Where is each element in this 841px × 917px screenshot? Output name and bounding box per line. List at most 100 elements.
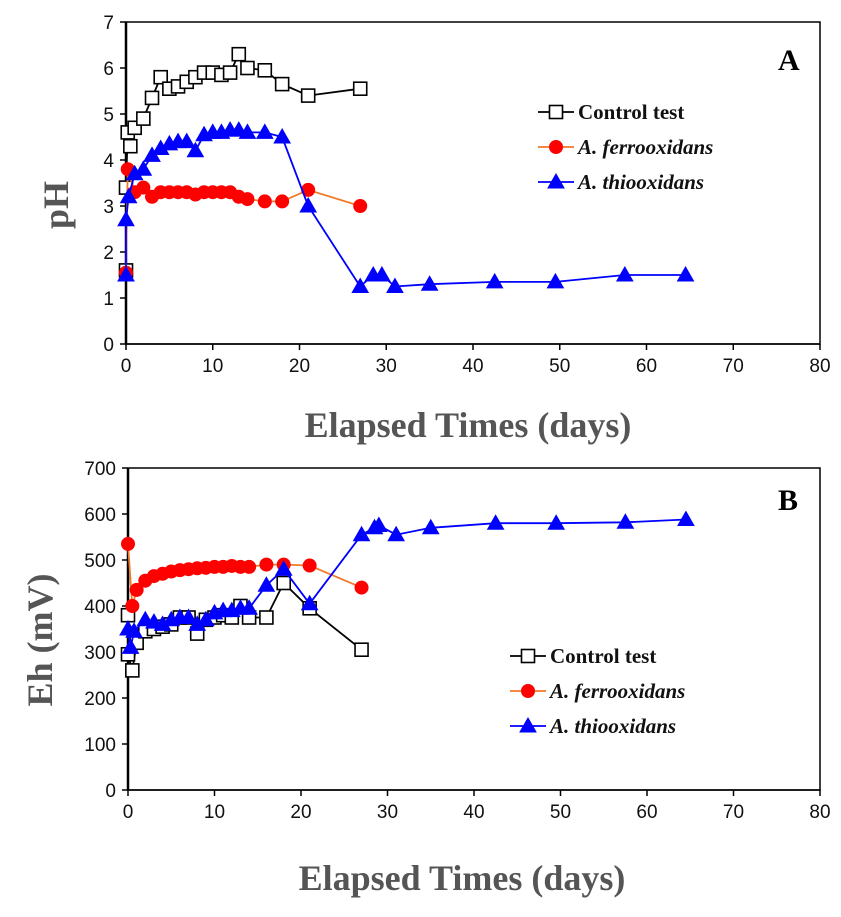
data-point	[144, 90, 160, 106]
series-line	[125, 52, 361, 271]
x-tick-label: 80	[809, 356, 830, 377]
legend-label: A. ferrooxidans	[548, 679, 685, 703]
data-point	[125, 622, 143, 638]
panel-b-legend: Control test A. ferrooxidans A. thiooxidan…	[510, 644, 685, 738]
panel-a-y-ticks: 0 1 2 3 4 5 6 7	[103, 13, 126, 356]
data-point	[153, 69, 168, 85]
series-0	[118, 46, 368, 278]
data-point	[386, 277, 404, 293]
data-point	[299, 196, 318, 213]
data-point	[121, 638, 140, 654]
panel-b-x-axis-title: Elapsed Times (days)	[299, 858, 626, 898]
data-point	[242, 559, 257, 574]
data-point	[546, 272, 565, 289]
series-2	[117, 121, 695, 293]
series-2	[119, 510, 695, 654]
data-point	[123, 138, 138, 154]
x-tick-label: 30	[376, 356, 397, 377]
data-point	[125, 599, 140, 613]
data-point	[259, 610, 274, 625]
y-tick-label: 1	[103, 289, 114, 310]
data-point	[353, 199, 368, 213]
data-point	[677, 510, 695, 527]
x-tick-label: 50	[549, 356, 570, 377]
legend-marker	[549, 140, 563, 154]
x-tick-label: 20	[289, 356, 310, 377]
panel-b-label: B	[778, 484, 798, 517]
data-point	[616, 513, 635, 529]
data-point	[485, 272, 504, 289]
series-1	[119, 162, 368, 280]
series-line	[127, 518, 686, 648]
data-point	[136, 111, 151, 126]
y-tick-label: 600	[84, 505, 116, 526]
x-tick-label: 20	[290, 802, 311, 823]
data-point	[302, 558, 317, 573]
x-tick-label: 70	[723, 356, 744, 377]
x-tick-label: 50	[550, 802, 571, 823]
legend-label: Control test	[550, 644, 656, 668]
data-point	[134, 160, 153, 176]
data-point	[179, 608, 198, 624]
legend-label: Control test	[578, 100, 684, 124]
data-point	[222, 65, 238, 80]
panel-a-legend: Control test A. ferrooxidans A. thiooxidan…	[538, 100, 713, 194]
panel-b-series	[119, 510, 695, 678]
x-tick-label: 0	[121, 356, 132, 377]
data-point	[240, 60, 255, 76]
data-point	[615, 265, 634, 282]
y-tick-label: 700	[84, 459, 116, 480]
data-point	[354, 580, 369, 595]
data-point	[136, 180, 151, 195]
data-point	[231, 46, 247, 62]
series-line	[125, 168, 361, 273]
y-tick-label: 0	[105, 781, 116, 802]
data-point	[257, 576, 276, 592]
x-tick-label: 60	[636, 356, 657, 377]
x-tick-label: 0	[123, 802, 134, 823]
panel-b-x-ticks: 0 10 20 30 40 50 60 70 80	[123, 790, 831, 823]
data-point	[177, 132, 196, 149]
y-tick-label: 7	[103, 13, 114, 34]
panel-b-y-axis-title: Eh (mV)	[20, 574, 60, 707]
y-tick-label: 2	[103, 243, 114, 264]
data-point	[238, 123, 257, 139]
legend-marker	[521, 684, 535, 698]
data-point	[300, 594, 319, 611]
legend-marker	[547, 172, 565, 189]
data-point	[352, 525, 371, 542]
legend-marker	[520, 648, 536, 664]
x-tick-label: 40	[462, 356, 483, 377]
data-point	[240, 192, 255, 207]
data-point	[421, 518, 440, 535]
x-tick-label: 40	[463, 802, 484, 823]
panel-a-series	[117, 46, 695, 293]
legend-marker	[548, 104, 564, 120]
x-tick-label: 60	[636, 802, 657, 823]
panel-a-label: A	[778, 44, 800, 77]
panel-a: 0 1 2 3 4 5 6 7 0 10 20 30 40 50 60 70 80 A Elapsed Tim…	[36, 13, 831, 445]
data-point	[676, 265, 695, 282]
data-point	[352, 81, 368, 96]
y-tick-label: 5	[103, 105, 114, 126]
y-tick-label: 0	[103, 335, 114, 356]
panel-a-y-axis-title: pH	[36, 181, 76, 229]
data-point	[240, 599, 258, 615]
data-point	[351, 277, 370, 293]
panel-b-frame	[127, 467, 821, 791]
data-point	[275, 194, 290, 209]
y-tick-label: 6	[103, 59, 114, 80]
data-point	[117, 265, 135, 282]
data-point	[119, 187, 138, 204]
panel-b: 0 100 200 300 400 500 600 700 0 10 20 30 40 50 60 70 80…	[20, 459, 831, 898]
legend-label: A. ferrooxidans	[576, 135, 713, 159]
data-point	[186, 141, 205, 158]
x-tick-label: 30	[377, 802, 398, 823]
panel-a-x-ticks: 0 10 20 30 40 50 60 70 80	[121, 344, 831, 377]
data-point	[387, 525, 406, 542]
data-point	[369, 516, 388, 532]
data-point	[354, 642, 369, 658]
y-tick-label: 3	[103, 197, 114, 218]
data-point	[255, 123, 274, 139]
